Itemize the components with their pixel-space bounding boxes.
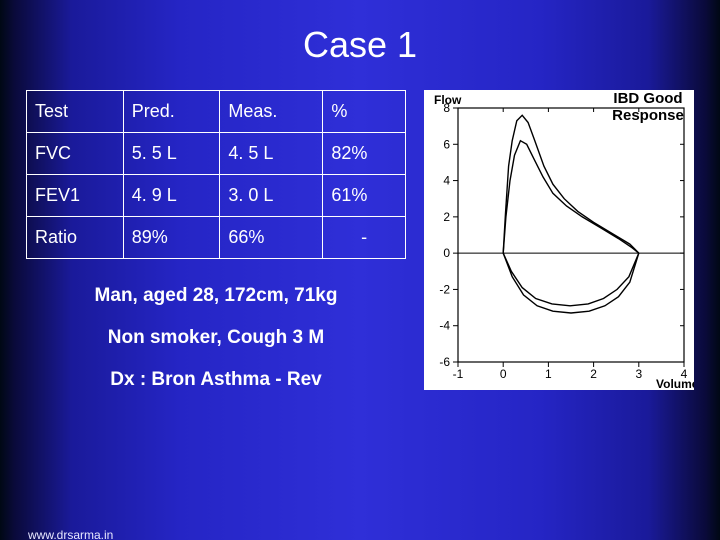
cell-pct: 61% (323, 175, 406, 217)
th-meas: Meas. (220, 91, 323, 133)
cell-meas: 3. 0 L (220, 175, 323, 217)
flow-volume-chart: IBD Good Response -6-4-202468-101234Flow… (424, 90, 694, 390)
right-column: IBD Good Response -6-4-202468-101234Flow… (424, 90, 694, 411)
footer-url: www.drsarma.in (28, 528, 113, 540)
cell-pct: - (323, 217, 406, 259)
cell-meas: 66% (220, 217, 323, 259)
svg-text:1: 1 (545, 367, 552, 381)
content-row: Test Pred. Meas. % FVC 5. 5 L 4. 5 L 82%… (0, 90, 720, 411)
table-row: FVC 5. 5 L 4. 5 L 82% (27, 133, 406, 175)
svg-text:-2: -2 (439, 282, 450, 296)
cell-meas: 4. 5 L (220, 133, 323, 175)
cell-pct: 82% (323, 133, 406, 175)
th-pred: Pred. (123, 91, 220, 133)
svg-text:-1: -1 (453, 367, 464, 381)
cell-test: Ratio (27, 217, 124, 259)
svg-text:2: 2 (590, 367, 597, 381)
table-row: FEV1 4. 9 L 3. 0 L 61% (27, 175, 406, 217)
case-notes: Man, aged 28, 172cm, 71kg Non smoker, Co… (26, 285, 406, 391)
pft-table: Test Pred. Meas. % FVC 5. 5 L 4. 5 L 82%… (26, 90, 406, 259)
slide-title: Case 1 (0, 24, 720, 66)
svg-text:-6: -6 (439, 355, 450, 369)
svg-text:3: 3 (635, 367, 642, 381)
cell-test: FEV1 (27, 175, 124, 217)
svg-text:6: 6 (443, 137, 450, 151)
cell-pred: 89% (123, 217, 220, 259)
svg-text:Volume: Volume (656, 377, 694, 390)
note-demographics: Man, aged 28, 172cm, 71kg (26, 285, 406, 307)
svg-text:4: 4 (443, 174, 450, 188)
th-pct: % (323, 91, 406, 133)
cell-pred: 5. 5 L (123, 133, 220, 175)
svg-text:Flow: Flow (434, 93, 462, 107)
svg-text:0: 0 (443, 246, 450, 260)
chart-annotation: IBD Good Response (598, 90, 698, 124)
cell-test: FVC (27, 133, 124, 175)
cell-pred: 4. 9 L (123, 175, 220, 217)
left-column: Test Pred. Meas. % FVC 5. 5 L 4. 5 L 82%… (26, 90, 406, 411)
table-row: Ratio 89% 66% - (27, 217, 406, 259)
note-history: Non smoker, Cough 3 M (26, 327, 406, 349)
flow-volume-svg: -6-4-202468-101234FlowVolume (424, 90, 694, 390)
th-test: Test (27, 91, 124, 133)
svg-text:-4: -4 (439, 319, 450, 333)
table-header-row: Test Pred. Meas. % (27, 91, 406, 133)
svg-text:2: 2 (443, 210, 450, 224)
note-diagnosis: Dx : Bron Asthma - Rev (26, 369, 406, 391)
svg-text:0: 0 (500, 367, 507, 381)
